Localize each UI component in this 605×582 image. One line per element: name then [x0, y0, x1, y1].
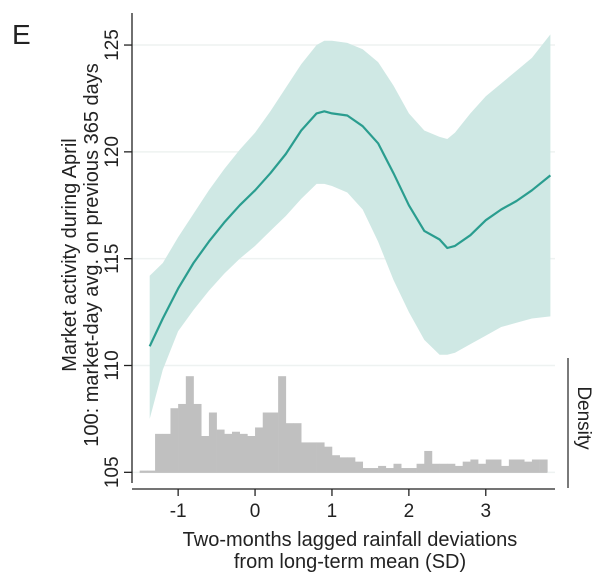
y-tick-label-115: 115: [102, 244, 123, 274]
x-axis-title-line-2: from long-term mean (SD): [234, 551, 466, 573]
density-bar-43: [470, 459, 479, 473]
density-bar-19: [285, 423, 294, 473]
fit-line-layer: [148, 110, 552, 347]
y-tick-label-120: 120: [102, 136, 123, 168]
density-histogram: [139, 376, 548, 473]
density-bar-39: [439, 463, 448, 473]
x-tick-label-2: 2: [404, 501, 415, 522]
density-bar-52: [539, 459, 548, 473]
confidence-band-layer: [149, 34, 551, 419]
density-bar-4: [170, 408, 179, 473]
density-bar-36: [416, 463, 425, 473]
density-bar-40: [447, 463, 456, 473]
density-bar-1: [147, 470, 156, 473]
density-bar-6: [185, 376, 194, 473]
density-bar-44: [478, 463, 487, 473]
density-bar-47: [501, 465, 510, 473]
density-bar-5: [178, 403, 187, 473]
density-bar-27: [347, 457, 356, 473]
density-bar-23: [316, 442, 325, 473]
density-bar-11: [224, 433, 233, 473]
density-bar-17: [270, 412, 279, 473]
y-tick-label-105: 105: [102, 456, 123, 488]
x-tick-label-3: 3: [480, 501, 491, 522]
density-bar-34: [401, 468, 410, 473]
density-bar-8: [201, 436, 210, 473]
density-bar-48: [508, 459, 517, 473]
density-axis-label: Density: [573, 386, 594, 450]
density-bar-28: [355, 461, 364, 473]
density-bar-13: [239, 433, 248, 473]
fit-line: [148, 110, 552, 347]
axes-layer: 105 110 115 120 125 -1 0 1 2 3: [102, 13, 569, 522]
density-bar-9: [208, 412, 217, 473]
x-tick-label--1: -1: [170, 501, 187, 522]
density-bar-50: [524, 461, 533, 473]
density-bar-18: [278, 376, 287, 473]
y-axis-title-line-1: Market activity during April: [59, 138, 81, 371]
density-bar-38: [431, 463, 440, 473]
density-bar-41: [455, 465, 464, 473]
density-bar-30: [370, 468, 379, 473]
density-bar-16: [262, 412, 271, 473]
density-bar-10: [216, 429, 225, 473]
density-bar-32: [385, 468, 394, 473]
panel-label: E: [12, 19, 31, 50]
density-bar-42: [462, 461, 471, 473]
density-bar-0: [139, 470, 148, 473]
density-bar-25: [331, 455, 340, 473]
x-tick-label-0: 0: [250, 501, 261, 522]
density-bar-3: [162, 433, 171, 473]
density-bar-35: [408, 468, 417, 473]
density-bar-20: [293, 423, 302, 473]
y-tick-label-125: 125: [102, 29, 123, 61]
density-bar-15: [255, 427, 264, 473]
density-bar-51: [531, 459, 540, 473]
density-bar-29: [362, 468, 371, 473]
y-tick-label-110: 110: [102, 350, 123, 380]
density-bar-37: [424, 450, 433, 473]
density-bar-2: [155, 433, 164, 473]
density-bar-12: [231, 431, 240, 473]
density-bar-45: [485, 459, 494, 473]
density-bar-7: [193, 403, 202, 473]
x-axis-title-line-1: Two-months lagged rainfall deviations: [183, 529, 518, 551]
density-bar-33: [393, 463, 402, 473]
density-bar-14: [247, 436, 256, 473]
density-bar-26: [339, 457, 348, 473]
y-axis-title-line-2: 100: market-day avg. on previous 365 day…: [81, 63, 103, 447]
density-bar-21: [301, 442, 310, 473]
density-bar-22: [308, 442, 317, 473]
density-bar-49: [516, 459, 525, 473]
density-bar-24: [324, 446, 333, 473]
x-tick-label-1: 1: [327, 501, 338, 522]
confidence-band: [149, 34, 551, 419]
density-bar-46: [493, 459, 502, 473]
density-bar-31: [378, 465, 387, 473]
